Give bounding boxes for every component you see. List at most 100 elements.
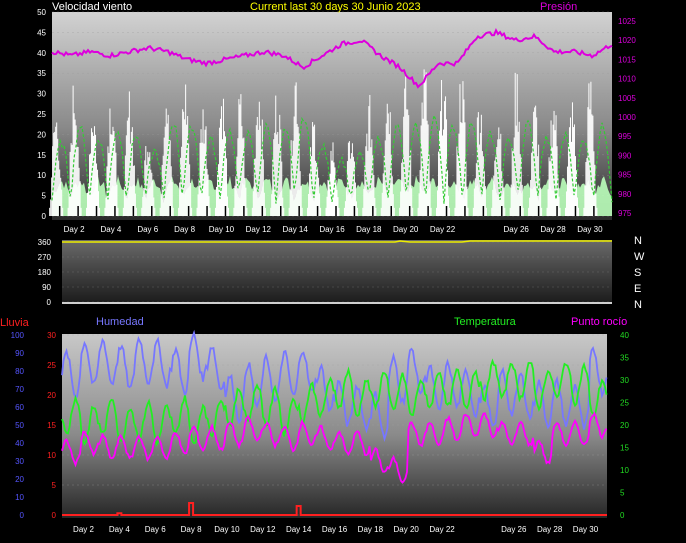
axis-tick-label: 360 [38,238,52,247]
axis-tick-label: 0 [47,298,52,307]
axis-tick-label: 50 [37,8,46,17]
day-label: Day 14 [286,525,312,534]
axis-tick-label: 15 [620,444,629,453]
day-label: Day 30 [573,525,599,534]
wind-direction-line [62,240,612,243]
axis-tick-label: 20 [37,130,46,139]
axis-tick-label: 35 [620,354,629,363]
axis-tick-label: 975 [618,209,632,218]
day-label: Day 10 [209,225,235,234]
axis-tick-label: 40 [37,49,46,58]
temperature-line [61,358,608,447]
axis-tick-label: 30 [15,457,24,466]
axis-tick-label: 0 [20,511,25,520]
day-label: Day 8 [174,225,195,234]
day-label: Day 20 [393,225,419,234]
axis-tick-label: 180 [38,268,52,277]
axis-tick-label: 980 [618,190,632,199]
day-label: Day 4 [109,525,130,534]
day-label: Day 28 [540,225,566,234]
axis-tick-label: 25 [37,110,46,119]
axis-tick-label: 1005 [618,94,636,103]
axis-tick-label: 90 [15,349,24,358]
day-label: Day 10 [214,525,240,534]
compass-letter: N [634,235,642,247]
axis-tick-label: 70 [15,385,24,394]
day-label: Day 18 [356,225,382,234]
compass-letter: W [634,251,645,263]
day-label: Day 22 [429,525,455,534]
day-label: Day 18 [358,525,384,534]
axis-tick-label: 30 [620,376,629,385]
chart-title: Current last 30 days 30 Junio 2023 [250,1,421,13]
axis-tick-label: 1020 [618,36,636,45]
axis-tick-label: 995 [618,132,632,141]
axis-tick-label: 10 [620,466,629,475]
axis-tick-label: 270 [38,253,52,262]
axis-tick-label: 990 [618,151,632,160]
humidity-line [61,329,608,443]
day-label: Day 22 [430,225,456,234]
day-label: Day 16 [322,525,348,534]
compass-letter: E [634,283,641,295]
axis-tick-label: 1000 [618,113,636,122]
axis-tick-label: 20 [620,421,629,430]
axis-tick-label: 10 [15,493,24,502]
axis-tick-label: 15 [37,151,46,160]
axis-tick-label: 985 [618,171,632,180]
axis-tick-label: 20 [15,475,24,484]
axis-tick-label: 5 [620,489,625,498]
axis-tick-label: 5 [52,481,57,490]
compass-letter: N [634,299,642,311]
axis-tick-label: 45 [37,28,46,37]
temperature-label: Temperatura [454,316,517,328]
axis-tick-label: 1015 [618,55,636,64]
day-label: Day 2 [73,525,94,534]
axis-tick-label: 40 [620,331,629,340]
axis-tick-label: 35 [37,69,46,78]
axis-tick-label: 40 [15,439,24,448]
wind-speed-label: Velocidad viento [52,1,132,13]
pressure-line [51,27,613,89]
day-label: Day 28 [537,525,563,534]
day-label: Day 12 [246,225,272,234]
day-label: Day 4 [100,225,121,234]
dewpoint-label: Punto rocío [571,316,627,328]
axis-tick-label: 60 [15,403,24,412]
dewpoint-line [61,411,608,484]
axis-tick-label: 20 [47,391,56,400]
day-label: Day 8 [181,525,202,534]
rain-label: Lluvia [0,317,30,329]
compass-letter: S [634,267,641,279]
axis-tick-label: 25 [620,399,629,408]
axis-tick-label: 0 [52,511,57,520]
wind-average-line [51,113,613,204]
axis-tick-label: 0 [620,511,625,520]
humidity-label: Humedad [96,316,144,328]
axis-tick-label: 25 [47,361,56,370]
axis-tick-label: 50 [15,421,24,430]
axis-tick-label: 100 [11,331,25,340]
axis-tick-label: 5 [42,192,47,201]
pressure-label: Presión [540,1,577,13]
day-label: Day 14 [282,225,308,234]
rain-line [62,502,607,516]
day-label: Day 30 [577,225,603,234]
axis-tick-label: 10 [47,451,56,460]
day-label: Day 12 [250,525,276,534]
axis-tick-label: 80 [15,367,24,376]
day-label: Day 2 [64,225,85,234]
day-label: Day 6 [145,525,166,534]
axis-tick-label: 30 [37,90,46,99]
axis-tick-label: 1010 [618,75,636,84]
chart-marks: 5045403530252015105010251020101510101005… [11,8,637,534]
axis-tick-label: 15 [47,421,56,430]
axis-tick-label: 90 [42,283,51,292]
day-label: Day 6 [137,225,158,234]
day-label: Day 20 [394,525,420,534]
day-label: Day 16 [319,225,345,234]
axis-tick-label: 10 [37,171,46,180]
axis-tick-label: 1025 [618,17,636,26]
axis-tick-label: 30 [47,331,56,340]
